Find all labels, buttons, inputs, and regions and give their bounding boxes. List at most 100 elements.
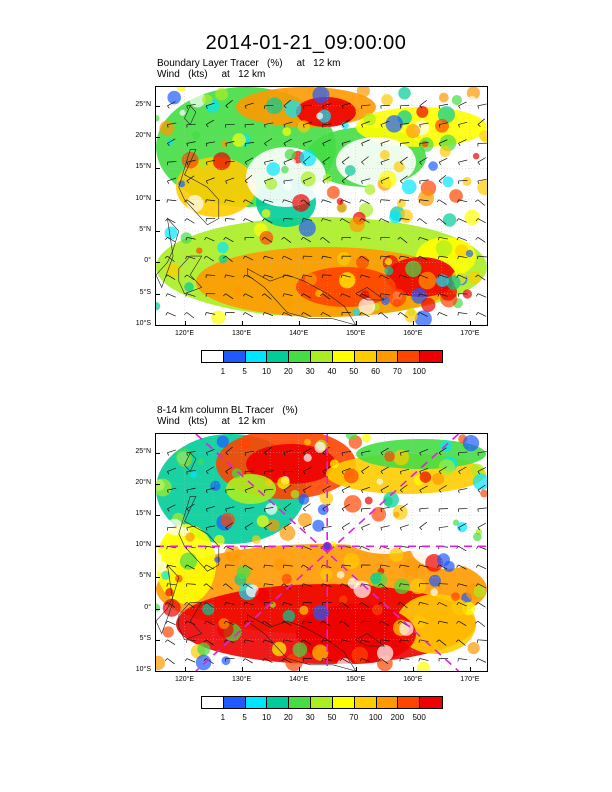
wind-barb-staff — [303, 523, 312, 528]
wind-barb-flag — [321, 639, 323, 643]
tracer-speck — [261, 209, 271, 218]
wind-barb-staff — [322, 139, 332, 144]
colorbar-swatch — [376, 697, 399, 708]
wind-barb-flag — [456, 274, 459, 278]
top-map-plot — [155, 86, 488, 326]
wind-barb-staff — [283, 179, 293, 182]
wind-barb-flag — [358, 602, 362, 605]
colorbar-swatch — [376, 351, 399, 362]
wind-barb-staff — [283, 274, 293, 278]
tracer-speck — [314, 441, 326, 453]
wind-barb-staff — [380, 564, 390, 567]
wind-barb-staff — [225, 237, 234, 243]
wind-barb-flag — [205, 105, 208, 109]
wind-barb-staff — [283, 502, 292, 510]
wind-barb-staff — [264, 293, 272, 300]
wind-barb-staff — [361, 236, 371, 239]
colorbar-label: 50 — [327, 713, 337, 722]
x-tick-mark — [241, 667, 243, 671]
wind-barb-staff — [458, 199, 468, 203]
coastline-path — [178, 149, 220, 226]
wind-barb-flag — [359, 218, 362, 222]
wind-barb-staff — [303, 274, 313, 278]
wind-barb-flag — [321, 199, 323, 203]
wind-barb-staff — [283, 564, 293, 567]
wind-barb-staff — [186, 274, 195, 281]
tracer-speck — [404, 309, 418, 323]
wind-barb-flag — [378, 312, 382, 315]
wind-barb-flag — [340, 199, 343, 203]
wind-barb-flag — [339, 658, 343, 662]
tracer-speck — [201, 94, 213, 105]
tracer-speck — [220, 140, 229, 148]
wind-barb-staff — [283, 658, 292, 664]
tracer-speck — [165, 588, 174, 597]
wind-barb-staff — [341, 467, 351, 472]
wind-barb-staff — [458, 523, 467, 528]
wind-barb-staff — [380, 312, 389, 319]
wind-barb-staff — [206, 255, 214, 262]
wind-barb-flag — [458, 527, 461, 531]
wind-barb-staff — [400, 602, 408, 609]
tracer-speck — [181, 151, 199, 169]
coastline-path — [355, 633, 386, 647]
tracer-speck — [418, 271, 437, 290]
wind-barb-staff — [186, 141, 196, 144]
tracer-speck — [178, 180, 186, 188]
wind-barbs — [164, 446, 487, 665]
wind-barb-staff — [186, 525, 196, 528]
wind-barb-staff — [477, 157, 486, 163]
tracer-speck — [384, 258, 393, 266]
tracer-speck — [279, 524, 296, 541]
wind-barb-flag — [361, 527, 364, 531]
tracer-speck — [197, 642, 211, 656]
wind-barb-flag — [380, 527, 383, 531]
wind-barb-flag — [476, 293, 479, 297]
wind-barb-flag — [262, 255, 265, 260]
wind-barb-staff — [400, 450, 410, 454]
tracer-speck — [267, 519, 280, 532]
wind-barb-flag — [186, 490, 189, 494]
tracer-speck — [371, 506, 387, 522]
wind-barb-staff — [264, 620, 272, 627]
tracer-speck — [221, 656, 231, 666]
tracer-speck — [162, 598, 181, 617]
wind-barb-flag — [164, 639, 168, 643]
tracer-speck — [256, 515, 269, 528]
wind-barb-flag — [283, 105, 287, 109]
wind-barb-staff — [438, 199, 447, 205]
tracer-speck — [379, 170, 397, 189]
wind-barb-staff — [477, 293, 487, 298]
wind-barb-staff — [264, 138, 273, 144]
tracer-speck — [282, 609, 296, 623]
wind-barb-flag — [339, 620, 343, 624]
y-tick-label: 0° — [144, 257, 151, 265]
colorbar-swatch — [267, 697, 290, 708]
wind-barb-flag — [262, 312, 265, 316]
wind-barb-staff — [400, 142, 410, 144]
wind-barb-staff — [438, 484, 447, 491]
wind-barb-staff — [322, 485, 331, 491]
wind-barb-flag — [282, 639, 285, 643]
wind-barb-staff — [419, 602, 429, 605]
wind-barb-staff — [283, 522, 292, 528]
wind-barb-staff — [419, 639, 429, 642]
wind-barb-staff — [419, 255, 428, 261]
tracer-speck — [259, 231, 274, 245]
wind-barb-flag — [399, 256, 401, 260]
wind-barb-staff — [341, 503, 350, 510]
wind-barb-staff — [322, 466, 331, 472]
colorbar-label: 10 — [262, 713, 271, 722]
wind-barb-staff — [186, 255, 196, 260]
wind-barb-flag — [244, 180, 248, 184]
wind-barb-staff — [244, 199, 254, 205]
wind-barb-staff — [167, 545, 177, 549]
wind-barb-staff — [206, 159, 216, 163]
wind-barb-flag — [475, 583, 479, 587]
wind-barb-flag — [184, 312, 188, 315]
wind-barb-flag — [243, 274, 246, 278]
wind-barb-staff — [167, 177, 177, 182]
wind-barb-flag — [264, 143, 267, 146]
wind-barb-staff — [419, 467, 429, 472]
wind-barb-staff — [438, 312, 448, 317]
